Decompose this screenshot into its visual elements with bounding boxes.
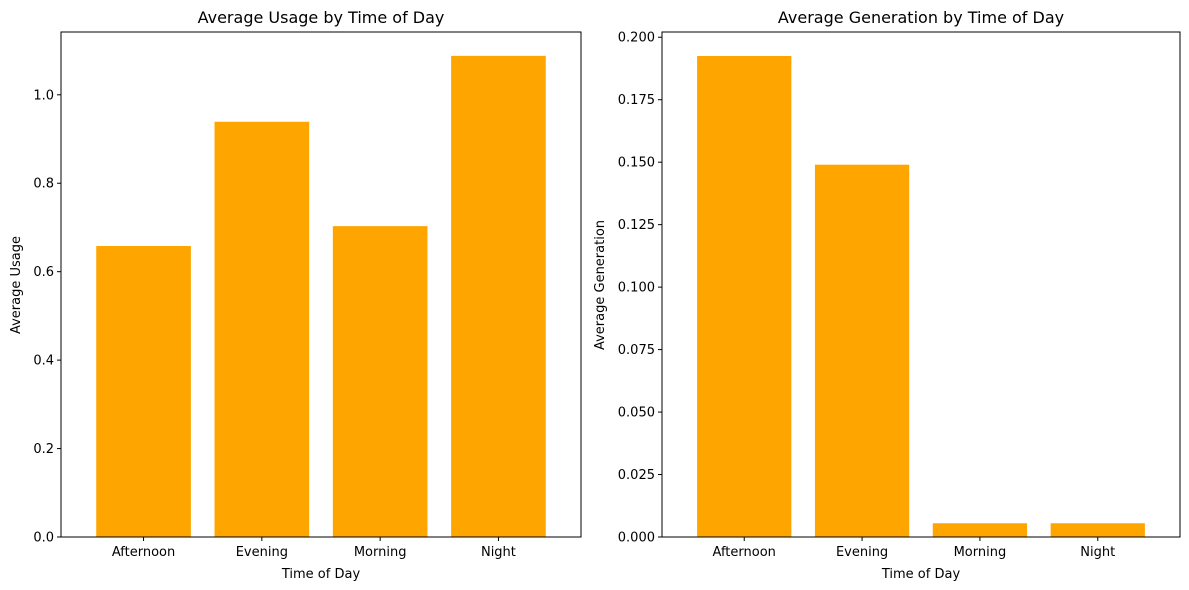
x-tick-label: Morning: [954, 545, 1007, 560]
x-tick-label: Night: [1080, 545, 1115, 560]
x-tick-label: Night: [481, 545, 516, 560]
x-axis-label: Time of Day: [881, 567, 961, 582]
y-ticks: 0.000 0.025 0.050 0.075 0.100 0.125 0.150 0.175…: [618, 31, 662, 546]
y-ticks: 0.0 0.2 0.4 0.6 0.8 1.0: [33, 88, 61, 546]
y-tick-label: 1.0: [33, 88, 54, 103]
y-tick-label: 0.100: [618, 281, 655, 296]
y-tick-label: 0.000: [618, 531, 655, 546]
y-tick-label: 0.2: [33, 442, 54, 457]
y-tick-label: 0.150: [618, 156, 655, 171]
y-tick-label: 0.075: [618, 343, 655, 358]
bar-afternoon: [697, 55, 792, 538]
chart-usage: Average Usage by Time of Day 0.00.20.40.…: [9, 8, 582, 582]
y-axis-label: Average Usage: [9, 236, 24, 334]
y-tick-label: 0.025: [618, 468, 655, 483]
y-tick-label: 0.050: [618, 406, 655, 421]
y-tick-label: 0.4: [33, 354, 54, 369]
x-axis-label: Time of Day: [281, 567, 361, 582]
y-tick-label: 0.6: [33, 265, 54, 280]
plot-frame: [60, 31, 582, 538]
y-tick-label: 0.175: [618, 93, 655, 108]
bar-evening: [214, 121, 310, 538]
y-tick-label: 0.8: [33, 177, 54, 192]
bars: [96, 55, 546, 538]
bars: [697, 55, 1145, 538]
bar-night: [451, 55, 546, 537]
plot-frame: [661, 31, 1181, 538]
bar-evening: [814, 164, 910, 537]
x-tick-label: Afternoon: [112, 545, 175, 560]
chart-generation: Average Generation by Time of Day 0.0000…: [593, 8, 1181, 582]
y-tick-label: 0.0: [33, 531, 54, 546]
bar-morning: [332, 226, 428, 537]
bar-night: [1050, 523, 1145, 537]
x-ticks: Afternoon Evening Morning Night: [713, 537, 1115, 560]
x-tick-label: Evening: [236, 545, 288, 560]
x-tick-label: Afternoon: [713, 545, 776, 560]
x-ticks: Afternoon Evening Morning Night: [112, 537, 516, 560]
chart-title: Average Generation by Time of Day: [778, 8, 1064, 27]
bar-morning: [932, 523, 1028, 537]
y-tick-label: 0.200: [618, 31, 655, 46]
chart-title: Average Usage by Time of Day: [198, 8, 445, 27]
bar-afternoon: [96, 246, 191, 537]
x-tick-label: Evening: [836, 545, 888, 560]
y-tick-label: 0.125: [618, 218, 655, 233]
x-tick-label: Morning: [354, 545, 407, 560]
y-axis-label: Average Generation: [593, 220, 608, 350]
